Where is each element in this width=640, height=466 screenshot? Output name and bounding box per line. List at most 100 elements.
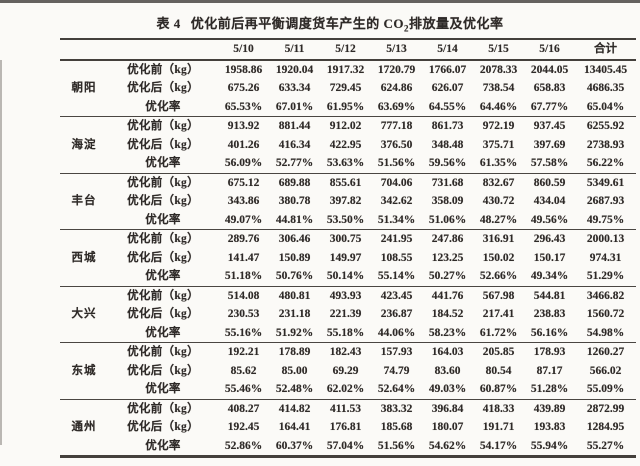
table-row: 优化后（kg） 230.53 231.18 221.39 236.87 184.52 217… (60, 305, 636, 324)
rate-value-cell: 51.56% (377, 157, 416, 169)
value-cell: 192.21 (227, 346, 260, 358)
table-row: 东城 优化前（kg） 192.21 178.89 182.43 157.93 164.03 2… (60, 343, 636, 377)
value-cell: 689.88 (278, 176, 311, 189)
metric-label-rate: 优化率 (145, 213, 181, 226)
value-cell: 205.85 (482, 346, 515, 358)
table-row: 优化率 65.53% 67.01% 61.95% 63.69% 64.55% 64.46% 6… (60, 98, 636, 117)
metric-label-after: 优化后（kg） (127, 421, 199, 433)
value-cell: 422.95 (329, 138, 362, 151)
date-column-header: 5/10 (233, 43, 254, 55)
co2-emissions-table: 5/10 5/11 5/12 5/13 5/14 5/15 5/16 合计 朝阳 优化前（kg）… (60, 38, 636, 458)
value-cell: 80.54 (485, 364, 512, 377)
district-label: 通州 (71, 421, 97, 433)
rate-value-cell: 51.06% (428, 213, 467, 226)
metric-label-rate: 优化率 (145, 326, 181, 339)
rate-value-cell: 52.66% (479, 270, 518, 282)
district-label: 东城 (71, 364, 97, 377)
rate-value-cell: 51.34% (377, 213, 416, 226)
value-cell: 141.47 (227, 251, 260, 264)
rate-value-cell: 52.77% (275, 157, 314, 169)
value-cell: 164.41 (278, 421, 311, 433)
metric-label-before: 优化前（kg） (127, 176, 199, 189)
value-cell: 396.84 (431, 402, 464, 415)
value-cell: 423.45 (380, 289, 413, 302)
value-cell: 704.06 (380, 176, 413, 189)
date-column-header: 5/16 (539, 43, 560, 55)
date-column-header: 5/13 (386, 43, 407, 55)
value-cell: 2687.93 (586, 195, 625, 207)
value-cell: 69.29 (332, 364, 359, 377)
district-group: 海淀 优化前（kg） 913.92 881.44 912.02 777.18 861.73 9… (60, 117, 636, 173)
value-cell: 972.19 (482, 120, 515, 132)
scan-artifact-top-edge (0, 0, 640, 3)
rate-value-cell: 55.46% (224, 383, 263, 395)
rate-value-cell: 57.04% (326, 439, 365, 452)
rate-value-cell: 50.27% (428, 270, 467, 282)
value-cell: 306.46 (278, 233, 311, 245)
date-column-header: 5/11 (284, 43, 305, 55)
district-group: 通州 优化前（kg） 408.27 414.82 411.53 383.32 396.84 4… (60, 399, 636, 457)
value-cell: 236.87 (380, 308, 413, 320)
value-cell: 74.79 (383, 364, 410, 377)
value-cell: 434.04 (533, 195, 566, 207)
value-cell: 731.68 (431, 176, 464, 189)
rate-value-cell: 49.07% (224, 213, 263, 226)
rate-value-cell: 56.16% (530, 326, 569, 339)
value-cell: 150.02 (482, 251, 515, 264)
metric-label-rate: 优化率 (145, 100, 181, 113)
metric-label-before: 优化前（kg） (127, 233, 199, 245)
value-cell: 383.32 (380, 402, 413, 415)
header-corner-blank (60, 39, 218, 60)
district-label: 海淀 (71, 138, 97, 151)
rate-value-cell: 55.18% (326, 326, 365, 339)
value-cell: 855.61 (329, 176, 362, 189)
total-column-header: 合计 (594, 43, 617, 55)
value-cell: 176.81 (329, 421, 362, 433)
metric-label-rate: 优化率 (145, 439, 181, 452)
value-cell: 2738.93 (586, 138, 625, 151)
rate-value-cell: 63.69% (377, 100, 416, 113)
value-cell: 1720.79 (377, 63, 416, 76)
table-row: 丰台 优化前（kg） 675.12 689.88 855.61 704.06 731.68 8… (60, 173, 636, 208)
value-cell: 184.52 (431, 308, 464, 320)
rate-value-cell: 54.17% (479, 439, 518, 452)
scan-artifact-left-edge (0, 60, 2, 445)
rate-value-cell: 55.16% (224, 326, 263, 339)
table-row: 优化率 49.07% 44.81% 53.50% 51.34% 51.06% 48.27% 4… (60, 211, 636, 230)
table-row: 优化后（kg） 401.26 416.34 422.95 376.50 348.48 375… (60, 136, 636, 155)
value-cell: 343.86 (227, 195, 260, 207)
table-caption: 表 4 优化前后再平衡调度货车产生的 CO2排放量及优化率 (40, 13, 620, 34)
table-row: 优化率 51.18% 50.76% 50.14% 55.14% 50.27% 52.66% 4… (60, 267, 636, 286)
rate-value-cell: 61.95% (326, 100, 365, 113)
metric-label-before: 优化前（kg） (127, 120, 199, 132)
value-cell: 1920.04 (275, 63, 314, 76)
district-label: 丰台 (71, 195, 97, 207)
rate-value-cell: 50.14% (326, 270, 365, 282)
value-cell: 157.93 (380, 346, 413, 358)
value-cell: 217.41 (482, 308, 515, 320)
value-cell: 493.93 (329, 289, 362, 302)
rate-value-cell: 65.53% (224, 100, 263, 113)
value-cell: 380.78 (278, 195, 311, 207)
value-cell: 408.27 (227, 402, 260, 415)
value-cell: 397.69 (533, 138, 566, 151)
metric-label-rate: 优化率 (145, 157, 181, 169)
district-group: 西城 优化前（kg） 289.76 306.46 300.75 241.95 247.86 3… (60, 230, 636, 286)
rate-value-cell: 49.56% (530, 213, 569, 226)
table-row: 优化率 56.09% 52.77% 53.63% 51.56% 59.56% 61.35% 5… (60, 154, 636, 173)
value-cell: 3466.82 (586, 289, 625, 302)
rate-value-cell: 49.03% (428, 383, 467, 395)
metric-label-after: 优化后（kg） (127, 138, 199, 151)
value-cell: 4686.35 (586, 82, 625, 94)
value-cell: 182.43 (329, 346, 362, 358)
rate-value-cell: 60.87% (479, 383, 518, 395)
rate-value-cell: 44.81% (275, 213, 314, 226)
value-cell: 348.48 (431, 138, 464, 151)
date-column-header: 5/12 (335, 43, 356, 55)
metric-label-after: 优化后（kg） (127, 308, 199, 320)
metric-label-after: 优化后（kg） (127, 195, 199, 207)
table-row: 海淀 优化前（kg） 913.92 881.44 912.02 777.18 861.73 9… (60, 117, 636, 151)
rate-value-cell: 52.64% (377, 383, 416, 395)
value-cell: 108.55 (380, 251, 413, 264)
